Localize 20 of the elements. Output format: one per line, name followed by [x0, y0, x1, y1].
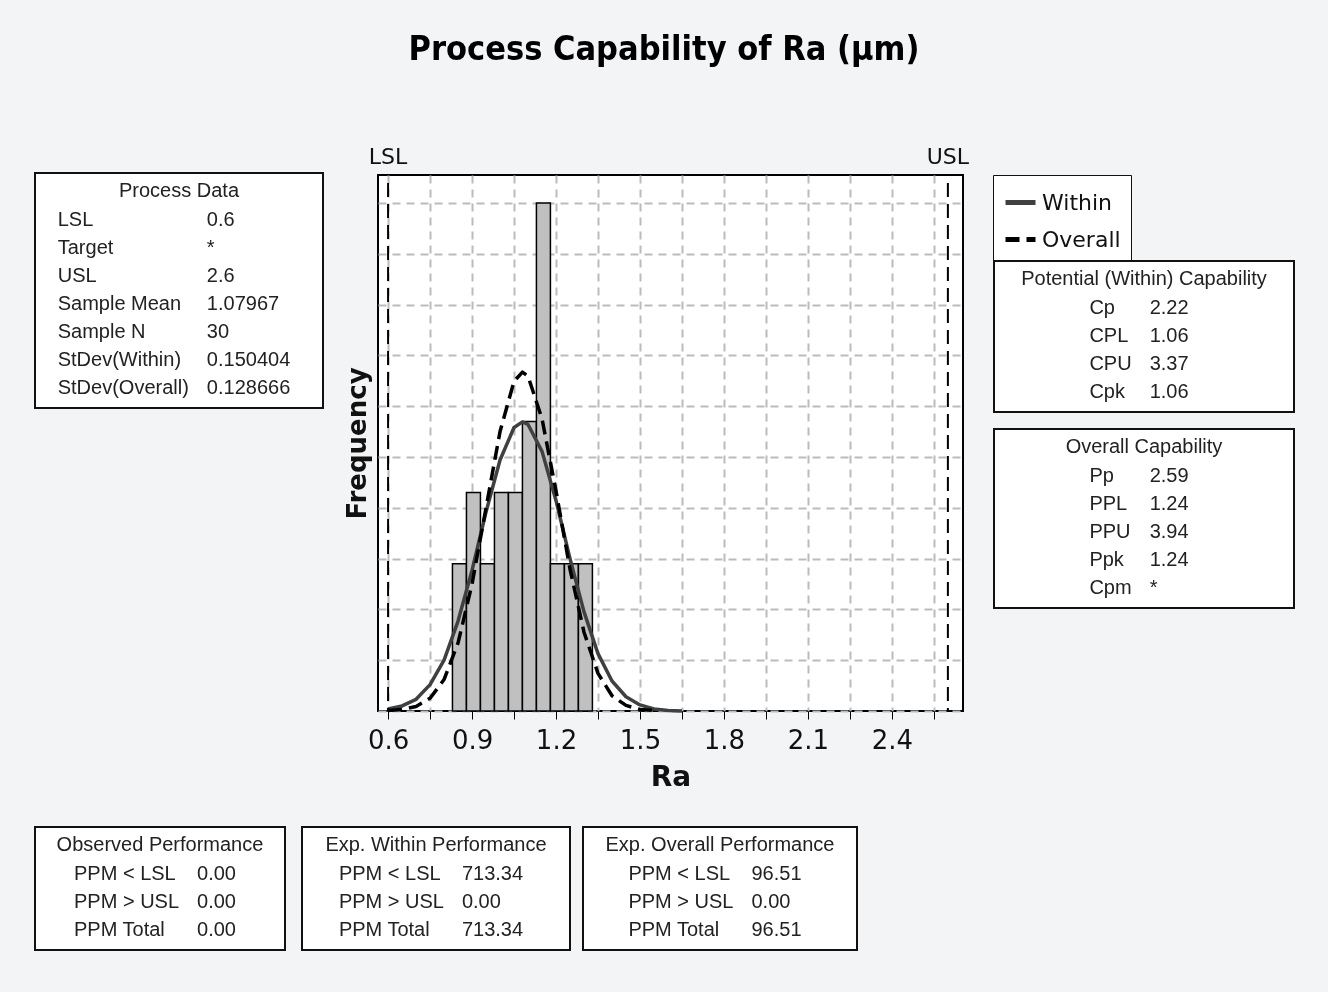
x-axis-title: Ra — [650, 759, 692, 793]
x-tick-label: 1.2 — [535, 724, 578, 755]
ref-line-label: LSL — [368, 144, 409, 169]
x-tick-label: 1.8 — [703, 724, 746, 755]
text: Potential (Within) Capability Cp 2.22 CPL 1.06 CPU 3.37 Cpk 1.06 — [1021, 267, 1267, 402]
ref-line-label: USL — [926, 144, 970, 169]
x-tick-label: 0.9 — [451, 724, 494, 755]
text: Process Data LSL 0.6 Target * USL 2.6 Sample Mean 1.07967 Sample N 30 StDev(Within) 0.150404 StDev(Overall) 0.128666 — [57, 179, 291, 398]
text: Exp. Within Performance PPM < LSL 713.34 PPM > USL 0.00 PPM Total 713.34 — [325, 833, 547, 940]
chart-title: Process Capability of Ra (μm) — [407, 28, 921, 68]
text: Observed Performance PPM < LSL 0.00 PPM > USL 0.00 PPM Total 0.00 — [56, 833, 264, 940]
x-tick-label: 1.5 — [619, 724, 662, 755]
x-tick-label: 0.6 — [367, 724, 410, 755]
text: Exp. Overall Performance PPM < LSL 96.51 PPM > USL 0.00 PPM Total 96.51 — [605, 833, 835, 940]
text: Overall Capability Pp 2.59 PPL 1.24 PPU 3.94 Ppk 1.24 Cpm * — [1065, 435, 1223, 598]
x-tick-label: 2.4 — [871, 724, 914, 755]
legend-label: Overall — [1042, 226, 1121, 252]
x-tick-label: 2.1 — [787, 724, 830, 755]
y-axis-title: Frequency — [341, 367, 372, 520]
legend-label: Within — [1042, 189, 1113, 215]
